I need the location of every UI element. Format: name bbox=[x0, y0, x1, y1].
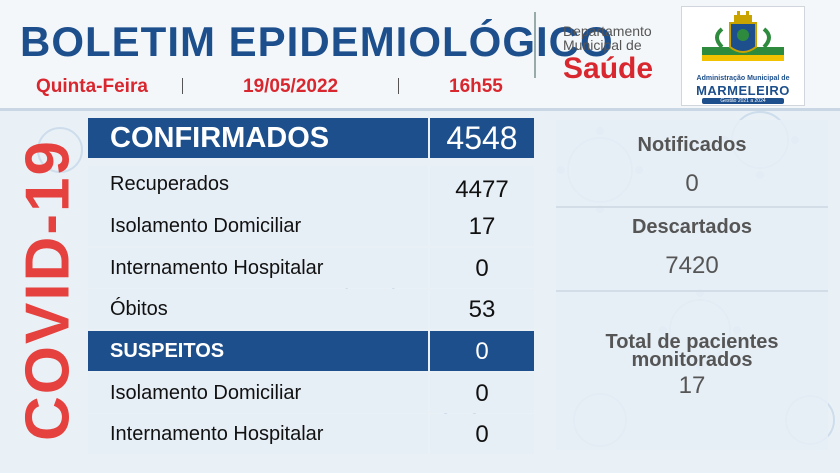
weekday-label: Quinta-Feira bbox=[36, 76, 148, 97]
monitorados-value: 17 bbox=[678, 372, 706, 399]
logo-caption: Administração Municipal de bbox=[696, 75, 790, 82]
row-value: 0 bbox=[475, 255, 489, 282]
municipal-logo: Administração Municipal de MARMELEIRO Ge… bbox=[681, 6, 805, 106]
notificados-value: 0 bbox=[685, 170, 699, 197]
page-title: BOLETIM EPIDEMIOLÓGICO bbox=[20, 18, 614, 65]
header-divider bbox=[0, 108, 840, 111]
logo-term: Gestão 2021 a 2024 bbox=[702, 98, 784, 104]
descartados-label: Descartados bbox=[631, 216, 753, 238]
row-value: 53 bbox=[468, 296, 496, 323]
suspeitos-label: SUSPEITOS bbox=[110, 340, 225, 362]
row-label: Isolamento Domiciliar bbox=[110, 382, 302, 404]
row-value: 17 bbox=[468, 213, 496, 240]
department-line-1: Departamento bbox=[563, 23, 652, 39]
confirmados-label: CONFIRMADOS bbox=[110, 122, 330, 154]
department-line-2: Municipal de bbox=[563, 37, 642, 53]
monitorados-label-2: monitorados bbox=[631, 349, 753, 371]
suspeitos-value: 0 bbox=[475, 338, 489, 365]
row-value: 4477 bbox=[455, 176, 509, 203]
monitorados-label-1: Total de pacientes bbox=[605, 331, 779, 353]
logo-city-name: MARMELEIRO bbox=[696, 83, 790, 98]
row-label: Recuperados bbox=[110, 173, 229, 195]
time-label: 16h55 bbox=[449, 76, 503, 97]
confirmados-value: 4548 bbox=[446, 120, 518, 156]
divider bbox=[398, 78, 399, 94]
department-label: Departamento Municipal de bbox=[563, 24, 652, 52]
municipal-crest-icon bbox=[702, 11, 784, 61]
row-value: 0 bbox=[475, 380, 489, 407]
row-label: Óbitos bbox=[110, 298, 168, 320]
descartados-value: 7420 bbox=[665, 252, 719, 279]
header-bar: BOLETIM EPIDEMIOLÓGICO Quinta-Feira 19/0… bbox=[0, 0, 840, 108]
row-label: Isolamento Domiciliar bbox=[110, 215, 302, 237]
row-label: Internamento Hospitalar bbox=[110, 423, 324, 445]
notificados-label: Notificados bbox=[637, 134, 747, 156]
date-label: 19/05/2022 bbox=[243, 76, 339, 97]
row-value: 0 bbox=[475, 421, 489, 448]
covid-side-label: COVID-19 bbox=[13, 139, 83, 441]
department-name: Saúde bbox=[563, 52, 654, 85]
divider bbox=[556, 290, 828, 292]
divider bbox=[556, 206, 828, 208]
divider bbox=[182, 78, 183, 94]
row-label: Internamento Hospitalar bbox=[110, 257, 324, 279]
divider bbox=[534, 12, 536, 78]
summary-panel: Notificados 0 Descartados 7420 Total de … bbox=[556, 120, 828, 450]
